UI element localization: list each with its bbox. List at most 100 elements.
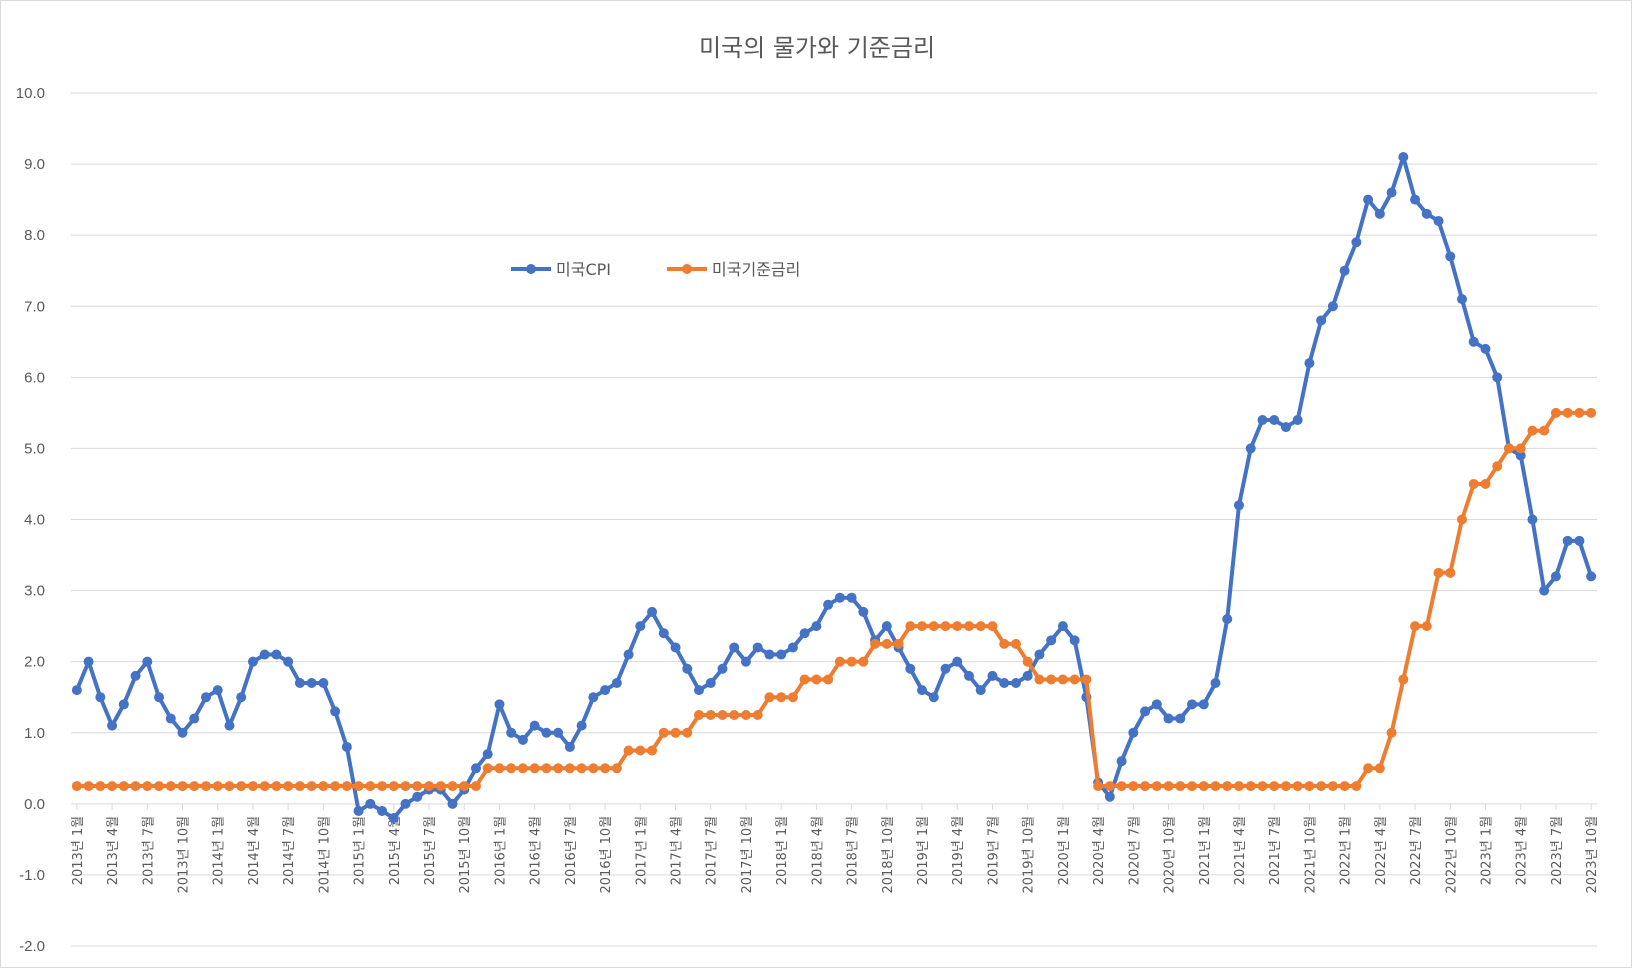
- x-tick-label: 2021년 1월: [1198, 816, 1213, 885]
- y-tick-label: -2.0: [19, 938, 45, 955]
- y-tick-label: 6.0: [24, 369, 45, 386]
- data-point: [271, 649, 282, 660]
- data-point: [834, 592, 845, 603]
- data-point: [95, 692, 106, 703]
- data-point: [1151, 781, 1162, 792]
- data-point: [1527, 425, 1538, 436]
- series-line: [76, 410, 1592, 789]
- data-point: [1421, 208, 1432, 219]
- data-point: [1175, 713, 1186, 724]
- series-layer: [71, 151, 1597, 824]
- series-0: [71, 151, 1597, 824]
- data-point: [341, 781, 352, 792]
- data-point: [776, 692, 787, 703]
- data-point: [553, 727, 564, 738]
- y-tick-label: 4.0: [24, 512, 45, 529]
- x-tick-label: 2020년 1월: [1057, 816, 1072, 885]
- data-point: [353, 805, 364, 816]
- data-point: [740, 656, 751, 667]
- data-point: [1304, 781, 1315, 792]
- data-point: [564, 763, 575, 774]
- data-point: [283, 656, 294, 667]
- data-point: [1140, 781, 1151, 792]
- x-tick-label: 2013년 1월: [71, 816, 86, 885]
- data-point: [1104, 781, 1115, 792]
- data-point: [517, 763, 528, 774]
- data-point: [705, 709, 716, 720]
- data-point: [1046, 635, 1057, 646]
- data-point: [177, 727, 188, 738]
- data-point: [682, 663, 693, 674]
- data-point: [482, 763, 493, 774]
- data-point: [189, 713, 200, 724]
- data-point: [517, 734, 528, 745]
- x-tick-label: 2019년 1월: [916, 816, 931, 885]
- y-tick-label: 10.0: [16, 85, 45, 102]
- data-point: [353, 781, 364, 792]
- data-point: [952, 656, 963, 667]
- x-tick-label: 2022년 1월: [1339, 816, 1354, 885]
- data-point: [1245, 781, 1256, 792]
- data-point: [259, 781, 270, 792]
- data-point: [1233, 500, 1244, 511]
- data-point: [529, 720, 540, 731]
- data-point: [1327, 301, 1338, 312]
- x-tick-label: 2020년 10월: [1163, 816, 1178, 894]
- x-tick-label: 2014년 1월: [212, 816, 227, 885]
- data-point: [388, 813, 399, 824]
- legend-label-rate: 미국기준금리: [712, 260, 800, 279]
- data-point: [388, 781, 399, 792]
- data-point: [1057, 621, 1068, 632]
- data-point: [799, 674, 810, 685]
- data-point: [717, 663, 728, 674]
- data-point: [1339, 781, 1350, 792]
- data-point: [1515, 443, 1526, 454]
- data-point: [177, 781, 188, 792]
- chart-title: 미국의 물가와 기준금리: [699, 34, 935, 62]
- data-point: [987, 670, 998, 681]
- data-point: [318, 781, 329, 792]
- data-point: [494, 763, 505, 774]
- data-point: [1057, 674, 1068, 685]
- data-point: [1316, 315, 1327, 326]
- data-point: [975, 621, 986, 632]
- data-point: [928, 692, 939, 703]
- data-point: [1257, 414, 1268, 425]
- x-tick-label: 2013년 4월: [106, 816, 121, 885]
- data-point: [400, 798, 411, 809]
- data-point: [611, 763, 622, 774]
- data-point: [752, 709, 763, 720]
- data-point: [705, 677, 716, 688]
- legend-item-cpi: 미국CPI: [511, 260, 611, 279]
- series-1: [71, 407, 1597, 792]
- data-point: [1398, 151, 1409, 162]
- data-point: [1574, 535, 1585, 546]
- data-point: [400, 781, 411, 792]
- data-point: [1163, 713, 1174, 724]
- data-point: [236, 692, 247, 703]
- data-point: [717, 709, 728, 720]
- data-point: [247, 781, 258, 792]
- data-point: [447, 781, 458, 792]
- data-point: [1280, 422, 1291, 433]
- data-point: [764, 692, 775, 703]
- x-tick-label: 2018년 10월: [881, 816, 896, 894]
- data-point: [952, 621, 963, 632]
- x-tick-label: 2019년 10월: [1022, 816, 1037, 894]
- data-point: [1327, 781, 1338, 792]
- data-point: [1104, 791, 1115, 802]
- data-point: [963, 621, 974, 632]
- data-point: [553, 763, 564, 774]
- data-point: [224, 781, 235, 792]
- series-line: [75, 154, 1594, 821]
- data-point: [917, 685, 928, 696]
- data-point: [987, 621, 998, 632]
- x-tick-label: 2017년 7월: [705, 816, 720, 885]
- data-point: [1586, 571, 1597, 582]
- data-point: [1116, 756, 1127, 767]
- data-point: [940, 621, 951, 632]
- x-tick-label: 2014년 7월: [282, 816, 297, 885]
- x-tick-label: 2019년 4월: [951, 816, 966, 885]
- data-point: [1093, 781, 1104, 792]
